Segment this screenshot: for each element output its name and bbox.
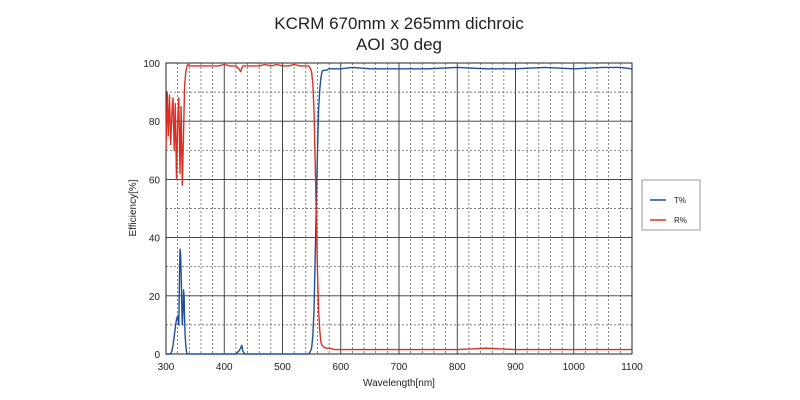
y-tick-label: 80 [149,117,161,128]
x-tick-label: 600 [332,362,349,373]
x-tick-label: 500 [274,362,291,373]
legend-box [641,179,701,231]
x-tick-label: 1100 [621,362,643,373]
series-line-r [165,63,632,351]
y-tick-label: 60 [149,175,161,186]
x-tick-label: 700 [391,362,408,373]
legend-label-r: R% [674,216,687,225]
x-tick-labels: 300 400 500 600 700 800 900 1000 1100 [158,362,644,373]
x-axis-label: Wavelength[nm] [363,378,435,389]
x-tick-label: 300 [158,362,175,373]
x-tick-label: 400 [216,362,233,373]
grid-layer [166,63,632,354]
y-tick-labels: 0 20 40 60 80 100 [143,59,160,361]
y-axis-label: Efficiency[%] [128,179,139,236]
series-layer [165,63,633,355]
series-line-t [166,66,633,355]
x-tick-label: 1000 [563,362,586,373]
y-tick-label: 40 [149,234,161,245]
chart-title: KCRM 670mm x 265mm dichroic [274,14,524,33]
legend-label-t: T% [674,196,686,205]
legend: T% R% [641,179,701,231]
x-tick-label: 800 [449,362,466,373]
y-tick-label: 20 [149,292,161,303]
y-tick-label: 0 [154,350,160,361]
chart-subtitle: AOI 30 deg [356,35,442,54]
x-tick-label: 900 [507,362,524,373]
plot-frame [165,62,633,355]
y-tick-label: 100 [143,59,160,70]
